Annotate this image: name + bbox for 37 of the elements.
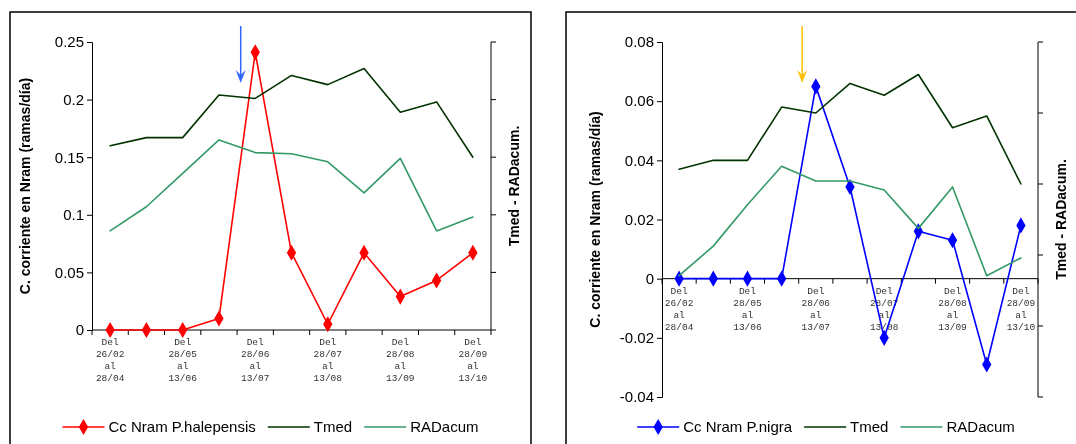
y-tick-label: 0.15: [54, 148, 84, 166]
y-tick-label: 0.04: [624, 151, 654, 169]
x-tick-label: Del 28/05 al 13/06: [733, 285, 762, 333]
y-tick-label: 0.06: [624, 92, 654, 110]
y-tick-label: -0.04: [619, 388, 654, 406]
x-tick-label: Del 28/09 al 13/10: [1006, 285, 1036, 333]
y-tick-label: 0.05: [54, 263, 84, 281]
line-series: [109, 67, 474, 158]
legend-label: Tmed: [850, 418, 889, 435]
legend-label: RADacum: [410, 418, 479, 435]
x-tick-label: Del 28/06 al 13/07: [240, 337, 270, 384]
x-tick-label: Del 26/02 al 28/04: [664, 285, 694, 333]
x-tick-label: Del 28/05 al 13/06: [168, 337, 198, 384]
legend-label: Cc Nram P.halepensis: [108, 418, 256, 435]
y-tick-label: -0.02: [619, 329, 654, 347]
y-tick-label: 0: [645, 269, 654, 287]
line-series: [678, 73, 1022, 185]
x-tick-label: Del 26/02 al 28/04: [95, 337, 125, 384]
x-tick-label: Del 28/09 al 13/10: [458, 337, 488, 384]
y-axis-title: C. corriente en Nram (ramas/día): [17, 77, 33, 295]
line-series: [109, 139, 474, 232]
x-tick-label: Del 28/07 al 13/08: [313, 337, 343, 384]
y2-axis-title: Tmed - RADacum.: [1052, 159, 1069, 280]
legend-label: Cc Nram P.nigra: [683, 418, 793, 435]
legend-label: Tmed: [313, 418, 353, 435]
y-tick-label: 0: [75, 321, 84, 339]
x-tick-label: Del 28/06 al 13/07: [801, 285, 831, 333]
x-tick-label: Del 28/08 al 13/09: [938, 285, 968, 333]
y-tick-label: 0.1: [63, 206, 84, 224]
y2-axis-title: Tmed - RADacum.: [505, 125, 522, 247]
y-tick-label: 0.25: [54, 33, 84, 51]
y-tick-label: 0.02: [624, 210, 654, 228]
y-tick-label: 0.2: [63, 90, 84, 108]
x-tick-label: Del 28/08 al 13/09: [386, 337, 415, 384]
y-axis-title: C. corriente en Nram (ramas/día): [587, 111, 603, 328]
y-tick-label: 0.08: [624, 33, 654, 51]
legend-label: RADacum: [946, 418, 1015, 435]
